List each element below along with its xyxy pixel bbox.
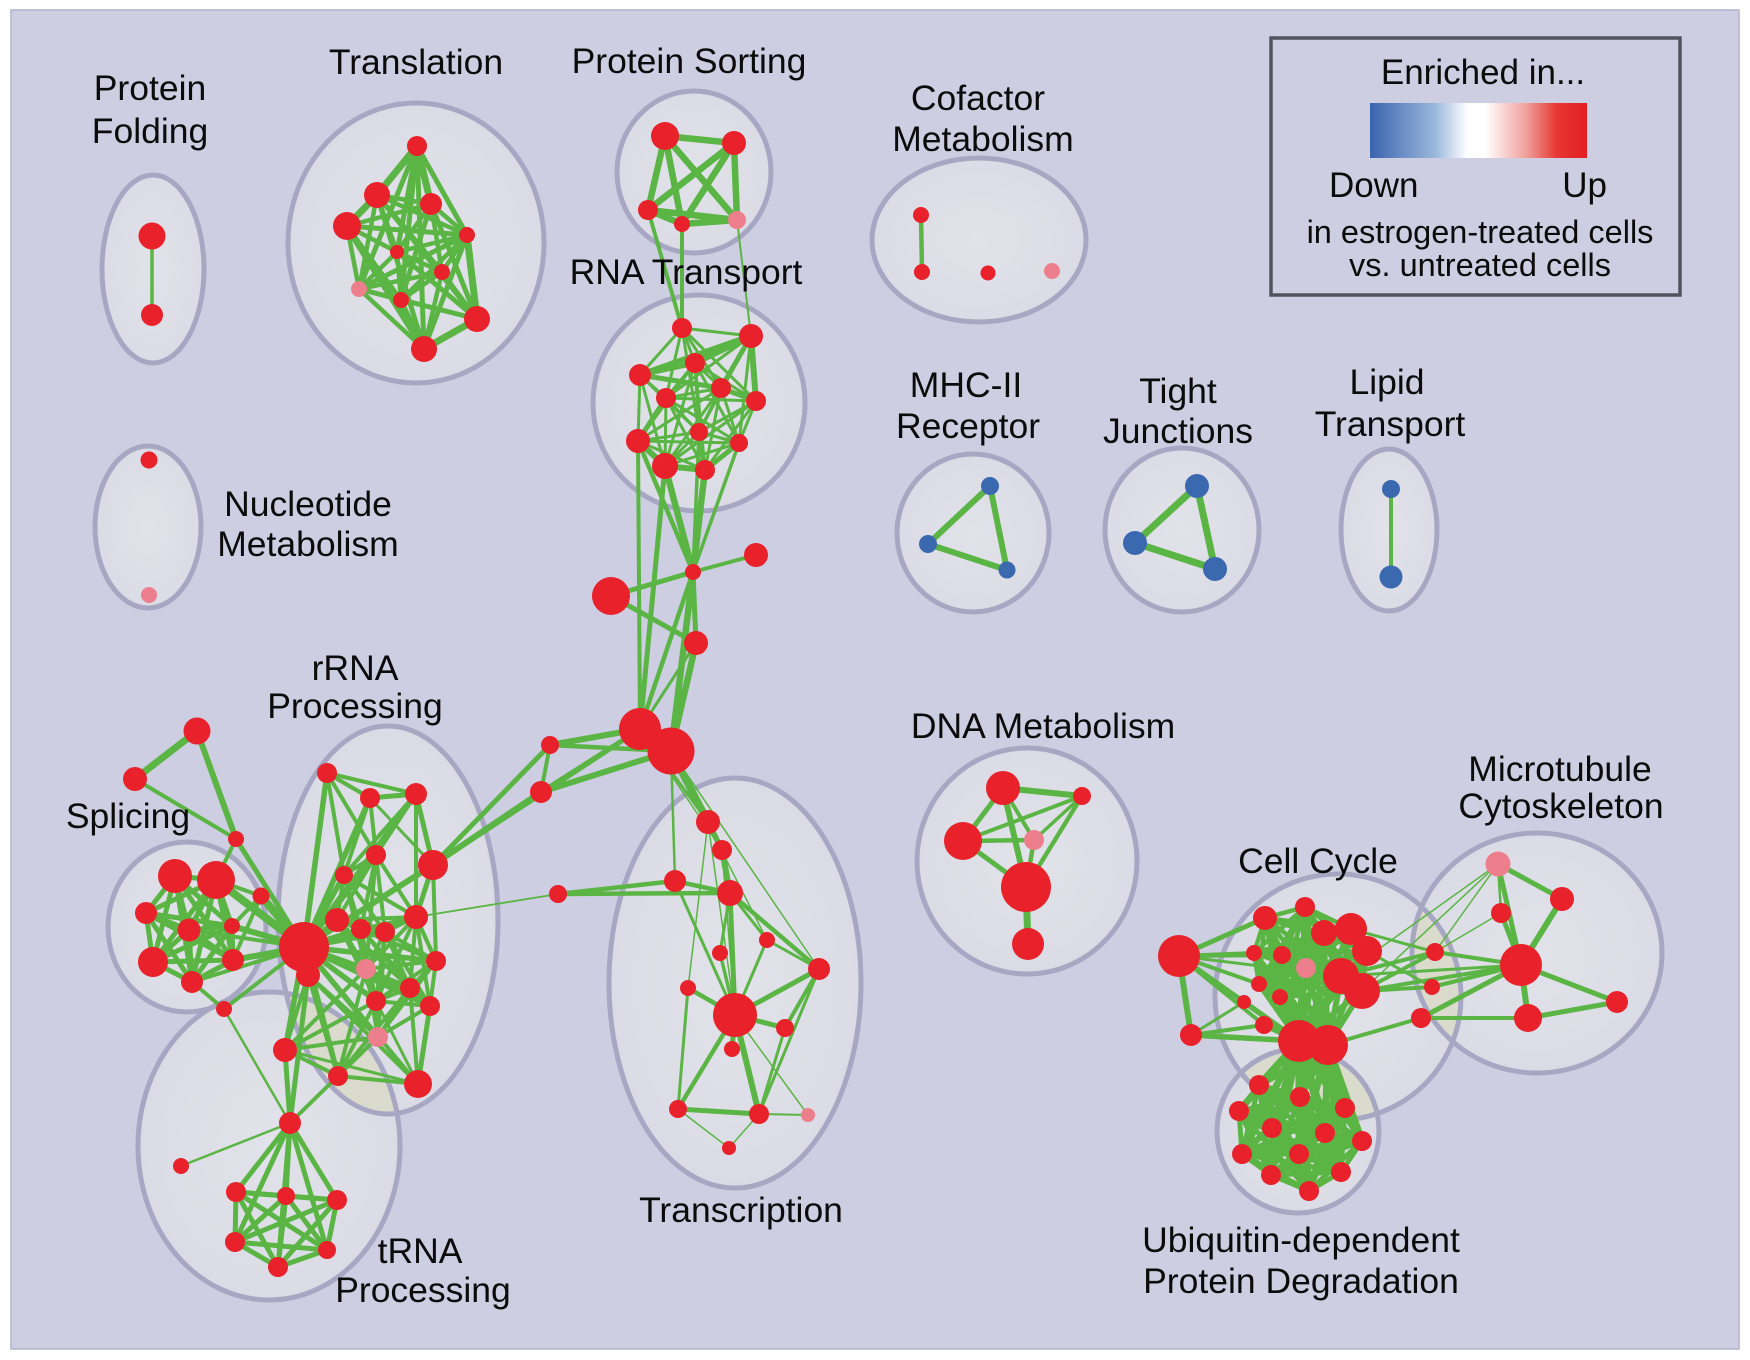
svg-text:Up: Up	[1562, 166, 1607, 205]
svg-text:DNA Metabolism: DNA Metabolism	[911, 706, 1175, 746]
svg-text:Processing: Processing	[335, 1270, 511, 1310]
svg-text:RNA Transport: RNA Transport	[570, 252, 803, 292]
svg-text:Tight: Tight	[1139, 371, 1217, 411]
svg-text:Protein: Protein	[94, 68, 206, 108]
svg-text:MHC-II: MHC-II	[910, 365, 1022, 405]
svg-text:rRNA: rRNA	[312, 648, 399, 688]
svg-text:Cofactor: Cofactor	[911, 78, 1045, 118]
svg-text:Transport: Transport	[1315, 404, 1466, 444]
svg-text:Receptor: Receptor	[896, 406, 1040, 446]
svg-text:Junctions: Junctions	[1103, 411, 1253, 451]
svg-text:Splicing: Splicing	[66, 796, 190, 836]
svg-text:Microtubule: Microtubule	[1468, 749, 1652, 789]
svg-text:Protein Degradation: Protein Degradation	[1143, 1261, 1459, 1301]
svg-text:vs. untreated cells: vs. untreated cells	[1349, 247, 1611, 283]
svg-text:Processing: Processing	[267, 686, 443, 726]
svg-text:tRNA: tRNA	[378, 1231, 463, 1271]
svg-text:Nucleotide: Nucleotide	[224, 484, 392, 524]
svg-text:in estrogen-treated cells: in estrogen-treated cells	[1307, 214, 1654, 250]
svg-text:Folding: Folding	[92, 111, 208, 151]
svg-text:Metabolism: Metabolism	[892, 119, 1074, 159]
svg-text:Lipid: Lipid	[1349, 362, 1424, 402]
svg-text:Translation: Translation	[329, 42, 503, 82]
svg-text:Down: Down	[1329, 166, 1418, 205]
svg-text:Protein Sorting: Protein Sorting	[572, 41, 807, 81]
svg-text:Transcription: Transcription	[639, 1190, 843, 1230]
svg-text:Metabolism: Metabolism	[217, 524, 399, 564]
svg-text:Cytoskeleton: Cytoskeleton	[1458, 786, 1663, 826]
svg-text:Enriched in...: Enriched in...	[1381, 53, 1585, 92]
svg-text:Ubiquitin-dependent: Ubiquitin-dependent	[1142, 1220, 1460, 1260]
svg-text:Cell Cycle: Cell Cycle	[1238, 841, 1398, 881]
